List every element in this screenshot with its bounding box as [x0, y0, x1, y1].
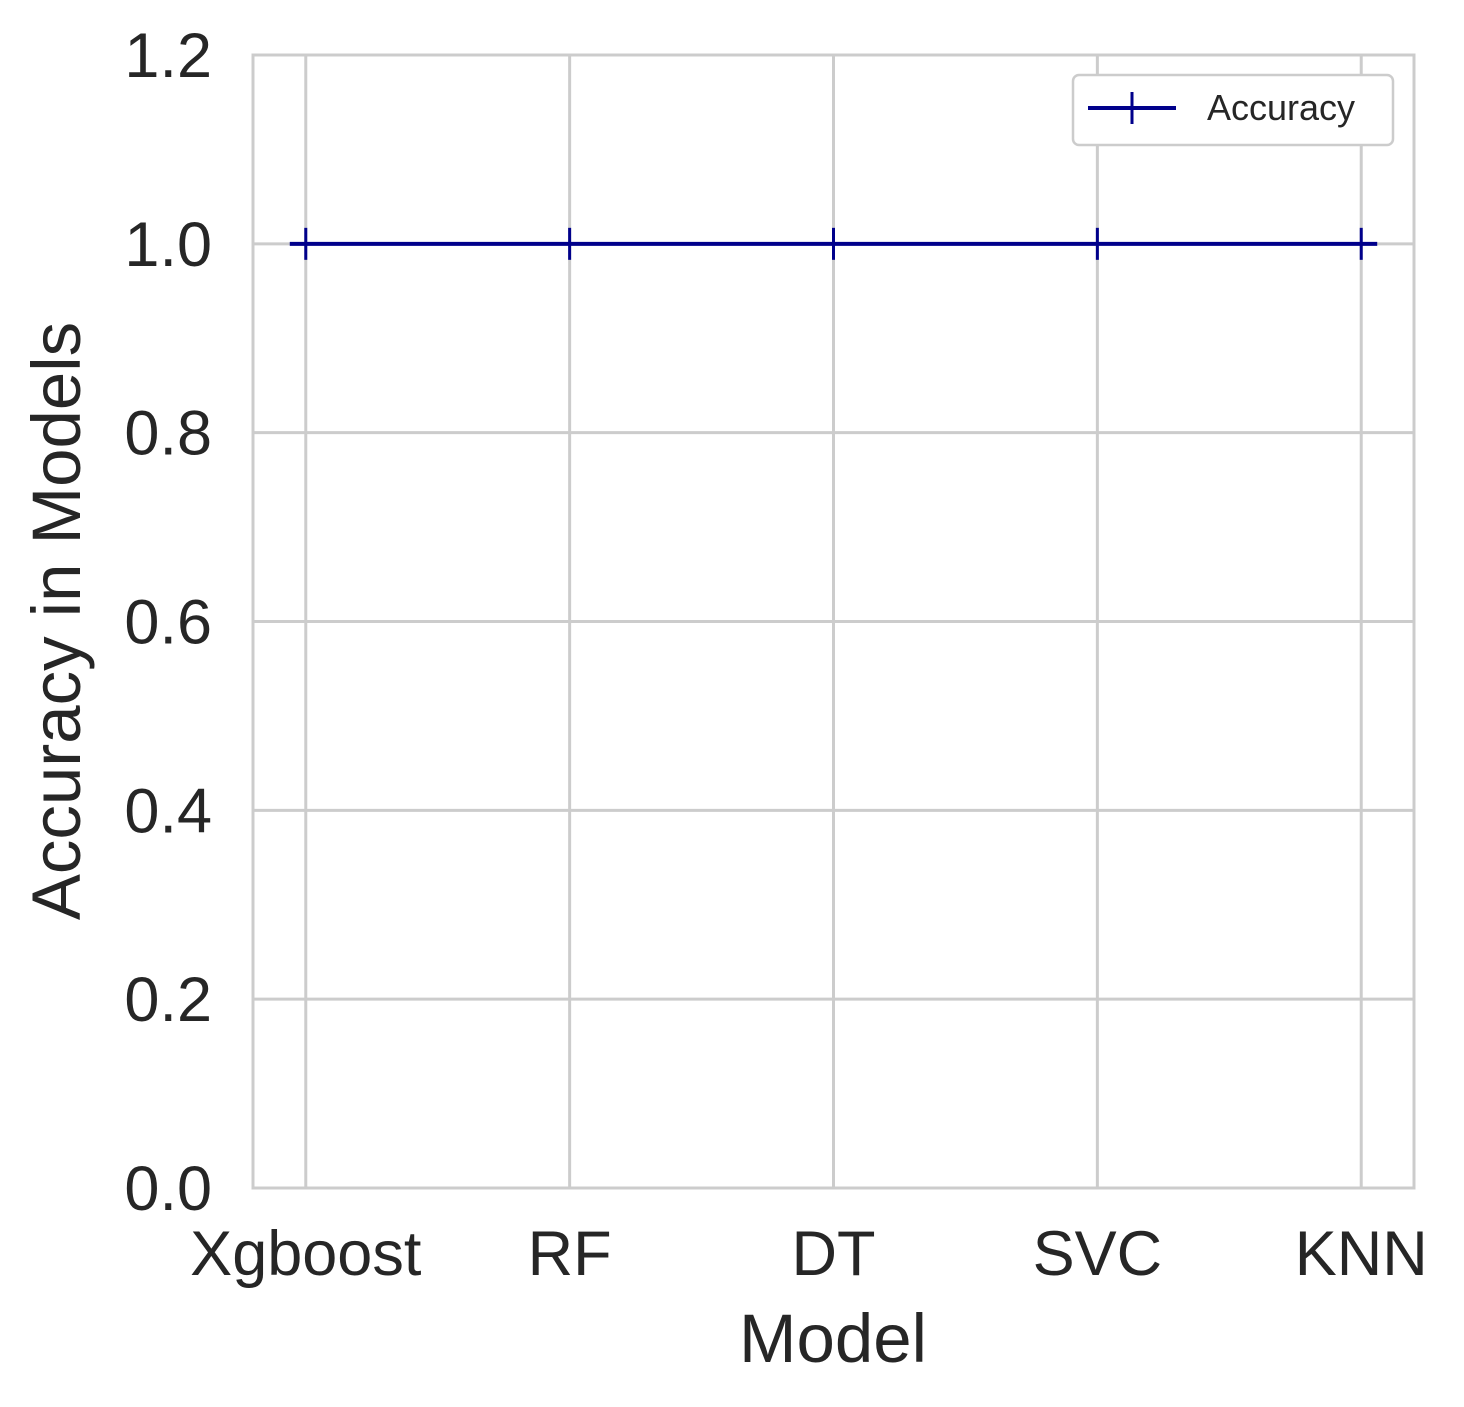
series-layer: [289, 227, 1378, 260]
x-tick-label: DT: [792, 1219, 876, 1289]
x-tick-label: SVC: [1033, 1219, 1163, 1289]
x-tick-label: KNN: [1295, 1219, 1428, 1289]
data-point-marker: [554, 227, 585, 260]
legend: Accuracy: [1071, 73, 1395, 147]
y-tick-label: 1.2: [124, 21, 212, 91]
data-point-marker: [1346, 227, 1377, 260]
data-point-marker: [818, 227, 849, 260]
legend-box: [1071, 73, 1395, 147]
grid-lines: [253, 53, 1414, 1190]
y-axis-label: Accuracy in Models: [18, 322, 95, 920]
y-tick-label: 0.8: [124, 399, 212, 469]
x-tick-label: RF: [528, 1219, 612, 1289]
y-tick-label: 0.2: [124, 965, 212, 1035]
legend-entry-accuracy: Accuracy: [1207, 87, 1355, 128]
data-point-marker: [1082, 227, 1113, 260]
plot-frame: [251, 53, 1416, 1190]
x-tick-labels: Xgboost RF DT SVC KNN: [190, 1219, 1428, 1289]
y-tick-label: 0.6: [124, 588, 212, 658]
data-point-marker: [290, 227, 321, 260]
y-tick-label: 0.0: [124, 1154, 212, 1224]
x-tick-label: Xgboost: [190, 1219, 422, 1289]
y-tick-labels: 0.0 0.2 0.4 0.6 0.8 1.0 1.2: [124, 21, 212, 1224]
y-tick-label: 1.0: [124, 210, 212, 280]
x-axis-label: Model: [739, 1300, 927, 1377]
y-tick-label: 0.4: [124, 776, 212, 846]
